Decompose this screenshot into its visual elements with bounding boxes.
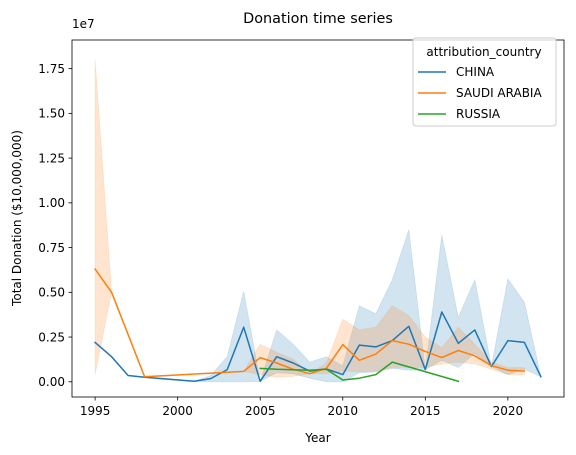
x-tick-label: 2020 [493,404,524,418]
y-tick-label: 1.25 [38,151,65,165]
legend: attribution_country CHINA SAUDI ARABIA RUS… [412,37,557,127]
y-tick-label: 0.00 [38,375,65,389]
series-line-1 [94,268,526,378]
legend-label-2: RUSSIA [456,107,501,121]
y-tick-label: 0.25 [38,330,65,344]
legend-frame [412,37,557,127]
y-tick-label: 0.50 [38,286,65,300]
x-axis: 1995 2000 2005 2010 2015 2020 [80,397,523,418]
series-line-2 [259,361,460,383]
legend-title: attribution_country [426,45,541,59]
x-axis-title: Year [304,431,330,445]
x-tick-label: 2010 [327,404,358,418]
y-tick-label: 0.75 [38,241,65,255]
y-offset-label: 1e7 [72,17,95,31]
plot-area-frame [71,39,565,398]
y-tick-label: 1.75 [38,62,65,76]
x-tick-label: 2015 [410,404,441,418]
y-tick-label: 1.00 [38,196,65,210]
x-tick-label: 2000 [162,404,193,418]
y-axis-title: Total Donation ($10,000,000) [10,130,24,307]
x-tick-label: 2005 [245,404,276,418]
y-tick-label: 1.50 [38,107,65,121]
chart-title: Donation time series [243,11,393,27]
x-tick-label: 1995 [80,404,111,418]
legend-label-1: SAUDI ARABIA [456,86,542,100]
series-line-0 [94,311,542,383]
series-lines [94,268,542,383]
legend-label-0: CHINA [456,65,495,79]
y-axis: 0.00 0.25 0.50 0.75 1.00 1.25 1.50 1.75 [38,62,72,389]
